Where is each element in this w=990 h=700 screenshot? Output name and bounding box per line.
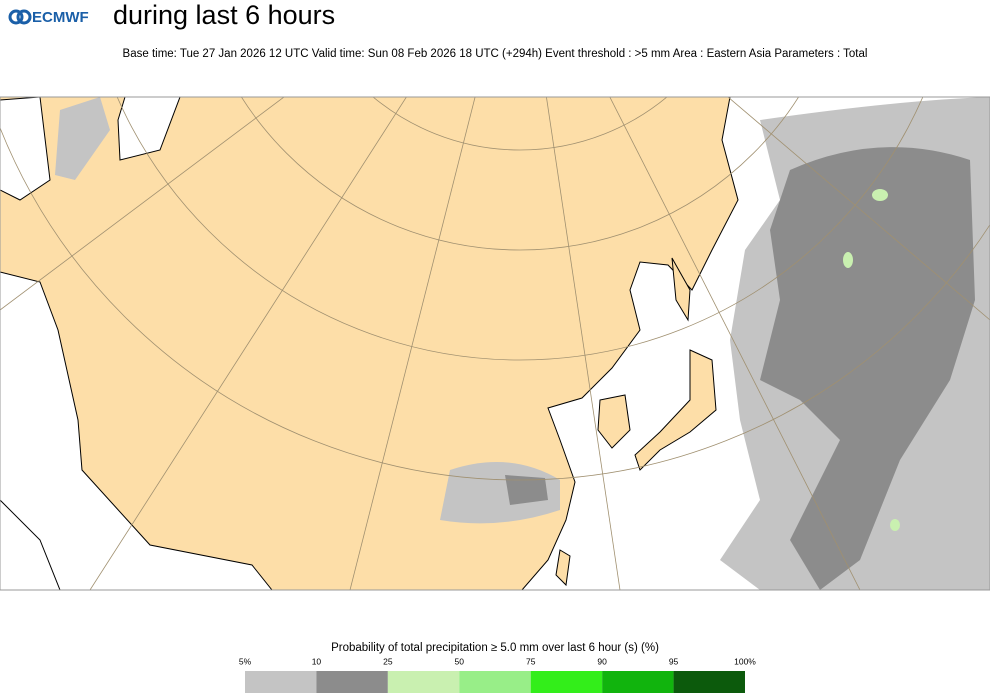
legend-tick-label: 100% <box>734 656 756 666</box>
legend: 5% 10 25 50 75 90 95 100% <box>239 656 756 693</box>
legend-swatch <box>459 671 531 693</box>
logo: ECMWF <box>8 9 89 26</box>
legend-tick-label: 10 <box>312 656 322 666</box>
logo-mark <box>8 9 24 25</box>
title: during last 6 hours <box>113 0 335 30</box>
graticule <box>0 97 990 590</box>
precip-low <box>55 97 110 180</box>
precip-mid <box>505 475 548 505</box>
japan <box>634 257 717 471</box>
precip-mid <box>760 147 975 590</box>
legend-tick-label: 95 <box>669 656 679 666</box>
subtitle: Base time: Tue 27 Jan 2026 12 UTC Valid … <box>123 48 868 60</box>
legend-tick-label: 50 <box>455 656 465 666</box>
map <box>0 96 990 591</box>
map-frame <box>0 96 990 591</box>
precip-high <box>890 519 900 531</box>
legend-tick-label: 90 <box>597 656 607 666</box>
legend-swatch <box>602 671 674 693</box>
precip-high <box>872 189 888 201</box>
korea <box>597 394 631 449</box>
legend-swatch <box>673 671 745 693</box>
land <box>0 97 739 590</box>
legend-swatch <box>316 671 388 693</box>
sea <box>0 499 61 590</box>
legend-tick-label: 5% <box>239 656 252 666</box>
legend-swatch <box>387 671 460 693</box>
precip-high <box>843 252 853 268</box>
logo-text: ECMWF <box>32 9 89 26</box>
legend-swatch <box>530 671 603 693</box>
legend-tick-label: 25 <box>383 656 393 666</box>
legend-tick-label: 75 <box>526 656 536 666</box>
legend-title: Probability of total precipitation ≥ 5.0… <box>331 642 659 654</box>
legend-swatch <box>245 671 317 693</box>
taiwan <box>555 549 571 587</box>
logo-mark <box>16 9 32 25</box>
